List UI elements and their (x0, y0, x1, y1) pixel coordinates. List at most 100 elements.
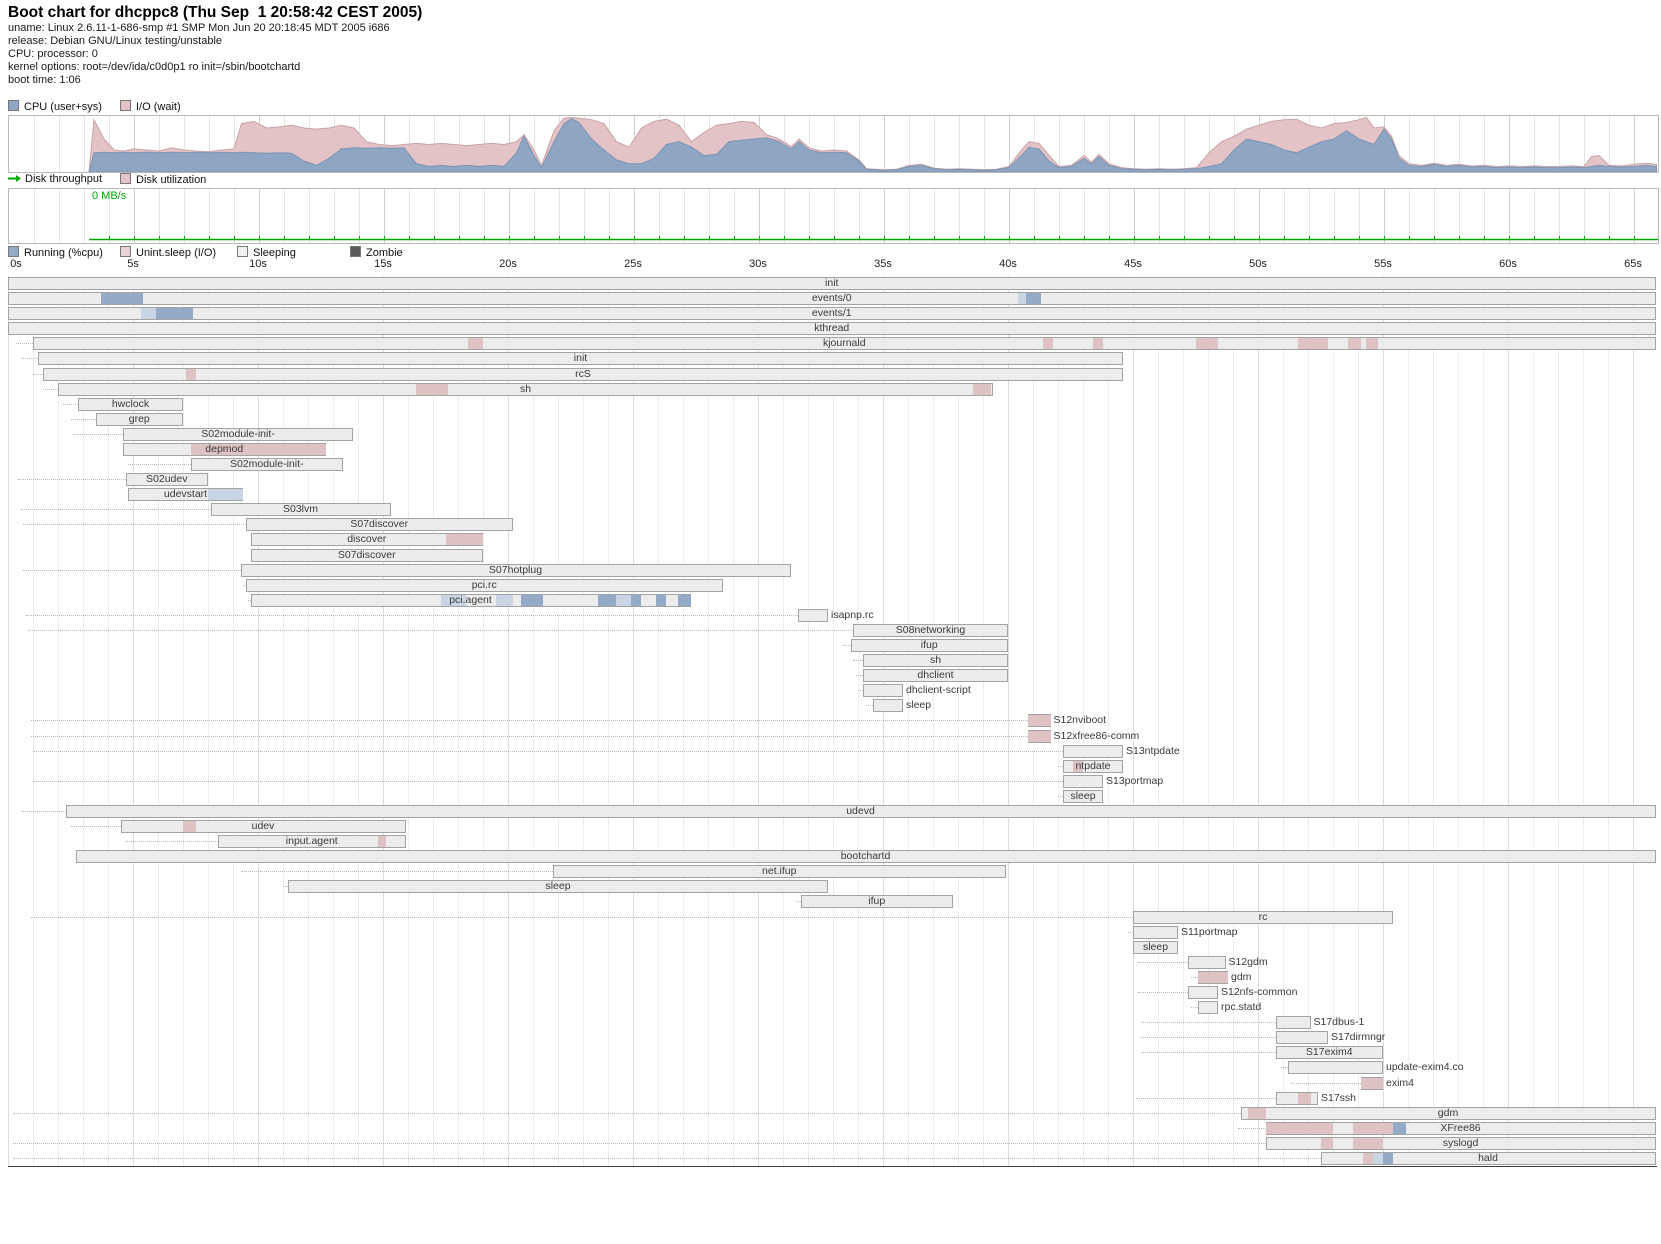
unint-sleep-segment (973, 383, 991, 395)
process-bar-S12xfree86-comm (1028, 729, 1051, 743)
sleeping-legend-item: Sleeping (237, 246, 296, 259)
disk-line-tick (1634, 236, 1635, 239)
disk-line-tick (659, 236, 660, 239)
dependency-connector (43, 388, 58, 390)
unint-sleep-segment (1028, 715, 1051, 727)
process-label-S02module-init-: S02module-init- (229, 458, 304, 471)
disk-line-tick (1434, 236, 1435, 239)
dependency-connector (25, 614, 798, 616)
dependency-connector (843, 645, 851, 647)
process-bar-exim4 (1360, 1076, 1383, 1090)
dependency-connector (1190, 1007, 1198, 1009)
dependency-connector (23, 524, 246, 526)
running-segment (655, 594, 666, 606)
disk-line-tick (1209, 236, 1210, 239)
disk-line-tick (384, 236, 385, 239)
cpu-swatch-icon (8, 100, 19, 111)
process-bar-S07hotplug (240, 563, 791, 577)
unint-sleep-segment (1363, 1152, 1373, 1164)
process-label-net.ifup: net.ifup (762, 865, 797, 878)
dependency-connector (20, 358, 38, 360)
zombie-legend-label: Zombie (366, 247, 403, 259)
unint-sleep-segment (1320, 1137, 1333, 1149)
process-label-sh: sh (519, 382, 532, 395)
dependency-connector (18, 479, 126, 481)
disk-line-tick (1084, 236, 1085, 239)
zombie-legend-item: Zombie (350, 246, 403, 259)
dependency-connector (240, 871, 553, 873)
process-bar-gdm (1198, 970, 1228, 984)
kernel-options-line: kernel options: root=/dev/ida/c0d0p1 ro … (8, 61, 301, 73)
process-bar-udevstart (128, 488, 243, 502)
process-label-update-exim4.co: update-exim4.co (1386, 1061, 1464, 1074)
process-label-syslogd: syslogd (1442, 1136, 1479, 1149)
grid-line (1558, 276, 1559, 1166)
grid-line (8, 276, 9, 1166)
process-bar-syslogd (1265, 1136, 1656, 1150)
process-label-ifup: ifup (920, 639, 938, 652)
disk-line-tick (1059, 236, 1060, 239)
process-label-S12xfree86-comm: S12xfree86-comm (1053, 729, 1140, 742)
disk-line-tick (259, 236, 260, 239)
process-label-sleep: sleep (545, 880, 571, 893)
process-label-ntpdate: ntpdate (1075, 759, 1111, 772)
process-bar-S02module-init- (190, 458, 343, 472)
time-tick-label: 50s (1249, 258, 1267, 270)
disk-line-tick (234, 236, 235, 239)
disk-line-tick (484, 236, 485, 239)
grid-line (1108, 276, 1109, 1166)
dependency-connector (30, 720, 1028, 722)
dependency-connector (73, 433, 123, 435)
process-label-rpc.statd: rpc.statd (1221, 1001, 1262, 1014)
process-label-udev: udev (251, 820, 275, 833)
running-light-segment (495, 594, 513, 606)
unint-sleep-segment (468, 338, 483, 350)
unint-sleep-segment (1298, 1092, 1311, 1104)
sleeping-swatch-icon (237, 246, 248, 257)
process-label-dhclient-script: dhclient-script (906, 684, 971, 697)
process-bar-sleep (1133, 940, 1178, 954)
process-bar-isapnp.rc (798, 608, 828, 622)
disk-line-tick (809, 236, 810, 239)
process-label-input.agent: input.agent (285, 835, 338, 848)
process-label-udevstart: udevstart (163, 488, 208, 501)
dependency-connector (243, 584, 246, 586)
process-label-isapnp.rc: isapnp.rc (831, 608, 874, 621)
cpu-usage-chart (8, 115, 1659, 173)
grid-line (1633, 276, 1634, 1166)
unint-sleep-segment (1353, 1137, 1383, 1149)
dependency-connector (70, 418, 96, 420)
time-tick-label: 10s (249, 258, 267, 270)
process-bar-sleep (873, 699, 903, 713)
process-bar-events/1 (8, 307, 1656, 321)
dependency-connector (1280, 1067, 1288, 1069)
dependency-connector (13, 1142, 1266, 1144)
unint-sleep-legend-label: Unint.sleep (I/O) (136, 247, 217, 259)
process-bar-S11portmap (1133, 925, 1178, 939)
running-segment (630, 594, 641, 606)
io-wait-legend-label: I/O (wait) (136, 101, 181, 113)
running-segment (1025, 293, 1041, 305)
process-label-S03lvm: S03lvm (282, 503, 318, 516)
disk-line-tick (634, 236, 635, 239)
time-tick-label: 45s (1124, 258, 1142, 270)
disk-line-tick (584, 236, 585, 239)
disk-line-tick (309, 236, 310, 239)
process-label-rc: rc (1258, 910, 1268, 923)
grid-line (1333, 276, 1334, 1166)
dependency-connector (1128, 931, 1133, 933)
process-label-S12nviboot: S12nviboot (1053, 714, 1107, 727)
time-tick-label: 25s (624, 258, 642, 270)
process-label-S07hotplug: S07hotplug (488, 563, 543, 576)
disk-line-tick (1584, 236, 1585, 239)
disk-line-tick (684, 236, 685, 239)
dependency-connector (15, 343, 33, 345)
running-segment (520, 594, 543, 606)
grid-line (1583, 276, 1584, 1166)
process-bar-grep (95, 412, 183, 426)
dependency-connector (865, 705, 873, 707)
process-bar-S02module-init- (123, 427, 353, 441)
process-bar-bootchartd (75, 850, 1656, 864)
dependency-connector (33, 780, 1063, 782)
time-tick-label: 5s (127, 258, 139, 270)
